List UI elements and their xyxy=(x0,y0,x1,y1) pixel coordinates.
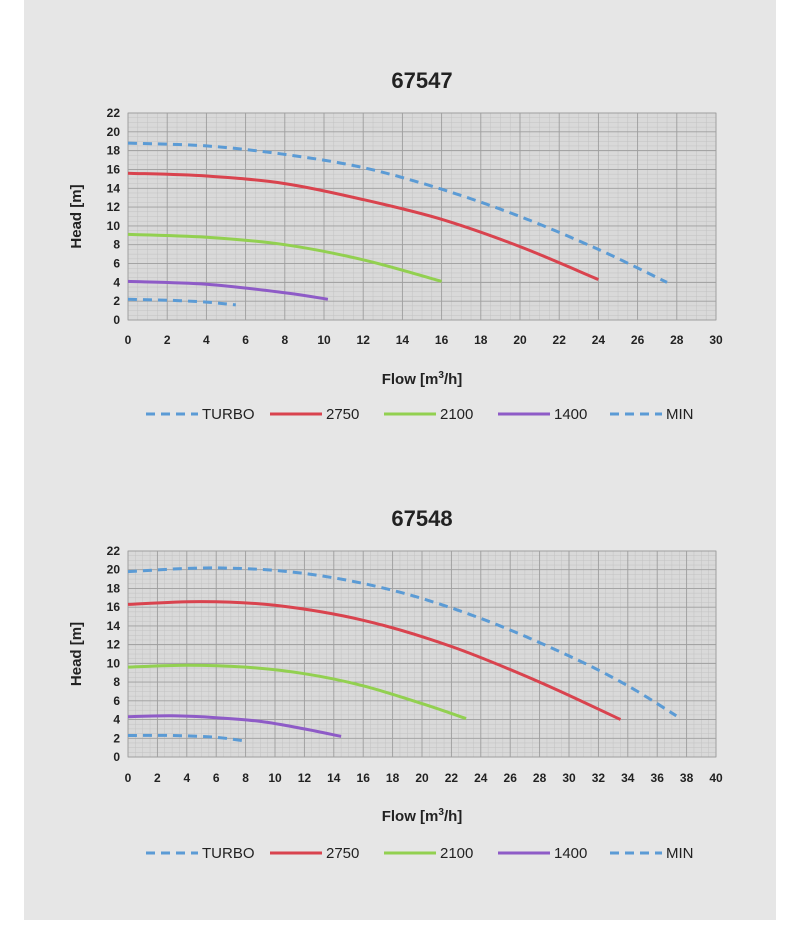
x-tick-label: 26 xyxy=(504,771,518,785)
y-tick-label: 10 xyxy=(107,656,121,670)
x-tick-label: 34 xyxy=(621,771,635,785)
major-grid xyxy=(127,550,717,758)
x-tick-label: 18 xyxy=(474,333,488,347)
x-tick-label: 28 xyxy=(670,333,684,347)
x-tick-label: 0 xyxy=(125,333,132,347)
x-tick-label: 24 xyxy=(592,333,606,347)
legend-label-min: MIN xyxy=(666,845,694,862)
y-tick-label: 20 xyxy=(107,125,121,139)
legend-label-2100: 2100 xyxy=(440,845,473,862)
x-tick-label: 38 xyxy=(680,771,694,785)
x-tick-label: 14 xyxy=(327,771,341,785)
y-tick-label: 2 xyxy=(113,731,120,745)
y-tick-label: 18 xyxy=(107,581,121,595)
x-tick-label: 8 xyxy=(242,771,249,785)
y-tick-label: 14 xyxy=(107,181,121,195)
x-tick-label: 26 xyxy=(631,333,645,347)
chart-title: 67548 xyxy=(391,506,452,531)
x-tick-label: 2 xyxy=(154,771,161,785)
y-tick-label: 20 xyxy=(107,563,121,577)
x-tick-label: 2 xyxy=(164,333,171,347)
y-tick-label: 22 xyxy=(107,544,121,558)
series-line-turbo xyxy=(127,566,678,718)
x-tick-label: 22 xyxy=(445,771,459,785)
series-line-min xyxy=(127,297,236,307)
y-tick-label: 12 xyxy=(107,200,121,214)
x-tick-label: 10 xyxy=(317,333,331,347)
series-line-1400 xyxy=(127,714,342,738)
x-tick-label: 12 xyxy=(357,333,371,347)
legend-label-1400: 1400 xyxy=(554,406,587,423)
y-tick-label: 6 xyxy=(113,257,120,271)
minor-grid xyxy=(127,112,717,321)
y-tick-label: 6 xyxy=(113,694,120,708)
x-tick-label: 30 xyxy=(562,771,576,785)
x-tick-label: 24 xyxy=(474,771,488,785)
x-tick-label: 40 xyxy=(709,771,723,785)
y-axis-label: Head [m] xyxy=(68,622,85,686)
legend-label-1400: 1400 xyxy=(554,845,587,862)
x-tick-label: 28 xyxy=(533,771,547,785)
series-line-2750 xyxy=(127,600,622,721)
x-tick-label: 6 xyxy=(213,771,220,785)
chart-title: 67547 xyxy=(391,68,452,93)
x-tick-label: 4 xyxy=(183,771,190,785)
x-tick-label: 36 xyxy=(651,771,665,785)
y-tick-label: 18 xyxy=(107,144,121,158)
series-line-2750 xyxy=(127,171,599,281)
y-tick-label: 8 xyxy=(113,238,120,252)
x-tick-label: 14 xyxy=(396,333,410,347)
x-tick-label: 20 xyxy=(415,771,429,785)
x-tick-label: 30 xyxy=(709,333,723,347)
x-tick-label: 4 xyxy=(203,333,210,347)
y-tick-label: 4 xyxy=(113,275,120,289)
y-tick-label: 8 xyxy=(113,675,120,689)
y-tick-label: 12 xyxy=(107,638,121,652)
legend-label-2100: 2100 xyxy=(440,406,473,423)
y-axis-label: Head [m] xyxy=(68,184,85,248)
y-tick-label: 14 xyxy=(107,619,121,633)
x-tick-label: 6 xyxy=(242,333,249,347)
y-tick-label: 2 xyxy=(113,294,120,308)
x-tick-label: 18 xyxy=(386,771,400,785)
x-tick-label: 16 xyxy=(357,771,371,785)
y-tick-label: 16 xyxy=(107,162,121,176)
legend-label-2750: 2750 xyxy=(326,845,359,862)
y-tick-label: 0 xyxy=(113,313,120,327)
legend-label-turbo: TURBO xyxy=(202,845,255,862)
series-line-2100 xyxy=(127,232,442,283)
x-tick-label: 12 xyxy=(298,771,312,785)
x-tick-label: 22 xyxy=(553,333,567,347)
x-axis-label: Flow [m3/h] xyxy=(382,807,463,825)
series-line-2100 xyxy=(127,663,467,721)
x-tick-label: 8 xyxy=(281,333,288,347)
major-grid xyxy=(127,112,717,321)
legend-label-min: MIN xyxy=(666,406,694,423)
x-axis-label: Flow [m3/h] xyxy=(382,370,463,388)
x-tick-label: 20 xyxy=(513,333,527,347)
legend-label-turbo: TURBO xyxy=(202,406,255,423)
x-tick-label: 32 xyxy=(592,771,606,785)
x-tick-label: 10 xyxy=(268,771,282,785)
x-tick-label: 0 xyxy=(125,771,132,785)
y-tick-label: 10 xyxy=(107,219,121,233)
y-tick-label: 16 xyxy=(107,600,121,614)
x-tick-label: 16 xyxy=(435,333,449,347)
series-line-1400 xyxy=(127,279,329,301)
y-tick-label: 22 xyxy=(107,106,121,120)
y-tick-label: 4 xyxy=(113,713,120,727)
legend-label-2750: 2750 xyxy=(326,406,359,423)
series-line-min xyxy=(127,733,246,743)
chart-panel: 67547 0 2 4 6 8 10 12 14 16 18 20 22 24 26 28 30 0 2 4 6 8 10 1… xyxy=(24,0,776,920)
series-line-turbo xyxy=(127,141,668,284)
y-tick-label: 0 xyxy=(113,750,120,764)
